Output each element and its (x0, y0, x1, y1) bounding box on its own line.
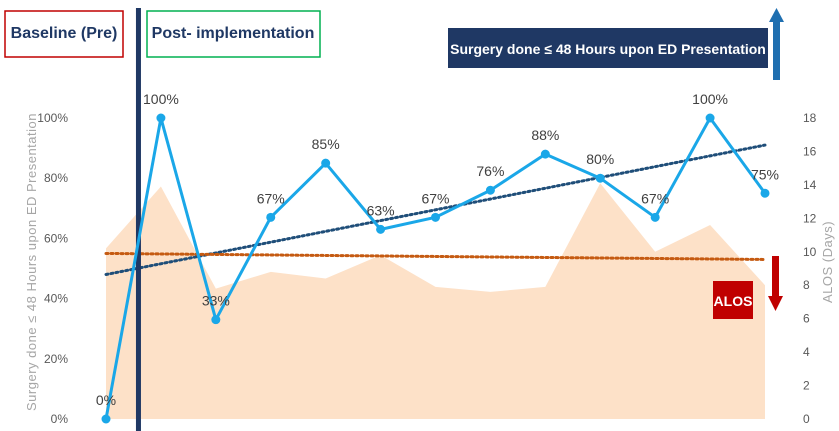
right-tick-label: 14 (803, 178, 817, 192)
data-label: 33% (202, 293, 230, 309)
data-label: 75% (751, 166, 779, 182)
right-tick-label: 16 (803, 144, 817, 158)
left-axis: 0% 20% 40% 60% 80% 100% (37, 111, 68, 426)
kpi-point (211, 315, 221, 325)
data-label: 100% (143, 91, 179, 107)
divider-layer (135, 8, 141, 431)
kpi-trendline (104, 143, 767, 277)
kpi-point (595, 173, 605, 183)
up-arrow-icon (769, 8, 784, 80)
right-tick-label: 0 (803, 412, 810, 426)
kpi-point (431, 212, 440, 222)
right-tick-label: 18 (803, 111, 817, 125)
baseline-label: Baseline (Pre) (11, 25, 118, 42)
kpi-point (650, 212, 660, 222)
alos-trendline (104, 251, 767, 261)
kpi-point (540, 149, 550, 159)
baseline-annotation: Baseline (Pre) (4, 10, 124, 58)
left-tick-label: 40% (44, 292, 68, 306)
kpi-point (321, 158, 331, 168)
alos-area-layer (106, 183, 765, 419)
phase-divider (135, 8, 141, 431)
kpi-point (760, 188, 770, 198)
right-axis-title: ALOS (Days) (820, 221, 835, 303)
left-tick-label: 0% (51, 412, 69, 426)
data-label: 67% (641, 190, 669, 206)
left-axis-title: Surgery done ≤ 48 Hours upon ED Presenta… (24, 113, 39, 411)
data-label: 76% (476, 163, 504, 179)
kpi-point (705, 113, 715, 123)
trendline-layer (104, 143, 767, 277)
right-tick-label: 6 (803, 312, 810, 326)
right-tick-label: 12 (803, 211, 817, 225)
kpi-annotation: Surgery done ≤ 48 Hours upon ED Presenta… (448, 28, 768, 68)
kpi-point (156, 113, 166, 123)
left-tick-label: 80% (44, 171, 68, 185)
alos-area (106, 183, 765, 419)
post-annotation: Post- implementation (146, 10, 321, 58)
right-tick-label: 8 (803, 278, 810, 292)
right-tick-label: 10 (803, 245, 817, 259)
right-axis: 0 2 4 6 8 10 12 14 16 18 (803, 111, 817, 426)
post-label: Post- implementation (152, 25, 315, 42)
kpi-point (376, 224, 386, 234)
data-label-layer: 0% 100% 33% 67% 85% 63% 67% 76% 88% 80% 67% 100% 75% (96, 91, 779, 408)
left-tick-label: 100% (37, 111, 68, 125)
kpi-point (485, 185, 495, 195)
right-tick-label: 2 (803, 379, 810, 393)
data-label: 100% (692, 91, 728, 107)
kpi-label: Surgery done ≤ 48 Hours upon ED Presenta… (450, 41, 766, 57)
data-label: 63% (367, 202, 395, 218)
alos-annotation: ALOS (713, 281, 753, 319)
data-label: 0% (96, 392, 116, 408)
left-tick-label: 60% (44, 231, 68, 245)
data-label: 67% (421, 190, 449, 206)
left-tick-label: 20% (44, 352, 68, 366)
data-label: 67% (257, 190, 285, 206)
data-label: 88% (531, 127, 559, 143)
kpi-line-layer (101, 113, 770, 424)
right-tick-label: 4 (803, 345, 810, 359)
kpi-point (101, 414, 111, 424)
data-label: 85% (312, 136, 340, 152)
kpi-point (266, 212, 276, 222)
data-label: 80% (586, 151, 614, 167)
down-arrow-icon (768, 256, 783, 311)
alos-label: ALOS (714, 293, 753, 309)
